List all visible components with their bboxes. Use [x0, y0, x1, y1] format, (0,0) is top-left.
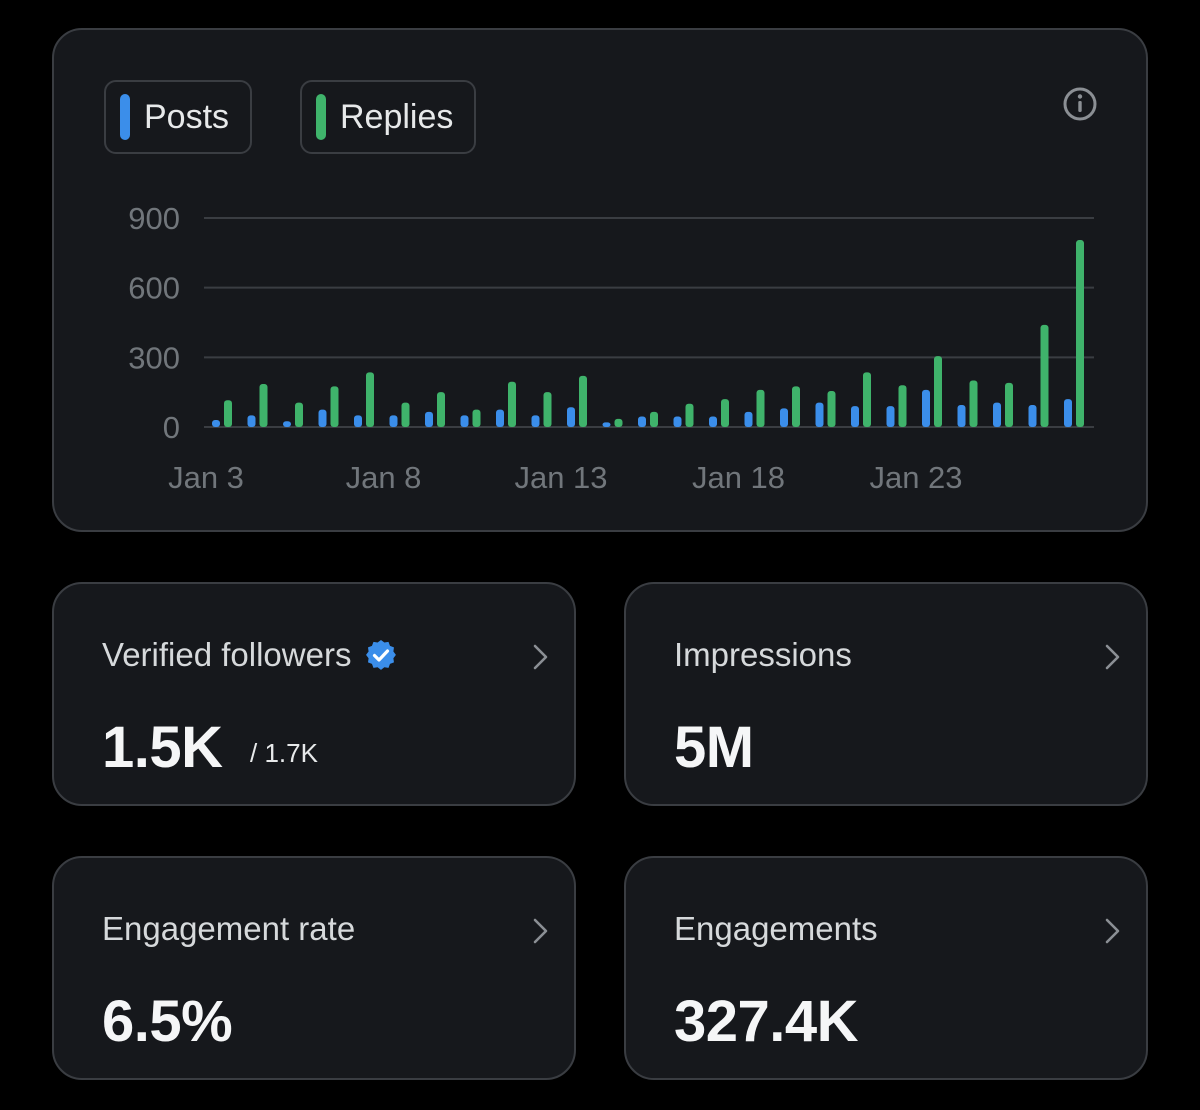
replies-bar	[756, 389, 765, 427]
posts-bar	[886, 406, 895, 427]
replies-bar	[472, 409, 481, 427]
replies-bar	[1040, 324, 1049, 427]
replies-bar	[898, 385, 907, 427]
posts-bar	[283, 421, 291, 427]
posts-bar	[993, 402, 1001, 427]
replies-bar	[330, 386, 339, 427]
posts-bar	[709, 416, 717, 427]
replies-bar	[934, 356, 942, 427]
info-icon[interactable]	[1062, 86, 1098, 122]
verified-followers-card[interactable]: Verified followers 1.5K / 1.7K	[52, 582, 576, 806]
chevron-right-icon	[1105, 644, 1120, 670]
posts-bar	[1028, 404, 1037, 427]
bar-chart: 0 300 600 900 Jan 3 Jan 8 Jan 13 Jan 18 Jan 23	[128, 201, 1094, 495]
replies-swatch	[316, 94, 326, 140]
posts-bar	[638, 416, 646, 427]
posts-bar	[922, 389, 930, 427]
replies-bar	[1076, 240, 1084, 427]
verified-followers-label: Verified followers	[102, 636, 352, 673]
posts-bar	[389, 415, 398, 427]
posts-bar	[602, 422, 611, 427]
replies-bar	[579, 375, 587, 427]
replies-bar	[508, 381, 516, 427]
legend-posts-toggle[interactable]: Posts	[104, 80, 252, 154]
legend-posts-label: Posts	[144, 97, 230, 136]
y-tick-label: 900	[128, 201, 180, 236]
impressions-label: Impressions	[674, 636, 852, 673]
x-tick-label: Jan 13	[514, 460, 607, 495]
posts-bar	[318, 409, 327, 427]
replies-bar	[685, 403, 694, 427]
posts-bar	[212, 420, 220, 427]
verified-followers-value: 1.5K	[102, 715, 223, 780]
x-tick-label: Jan 8	[346, 460, 422, 495]
posts-bar	[780, 408, 788, 427]
posts-bar	[354, 415, 362, 427]
engagement-rate-value: 6.5%	[102, 989, 233, 1054]
legend-replies-label: Replies	[340, 97, 454, 136]
impressions-value: 5M	[674, 715, 754, 780]
posts-bar	[851, 406, 859, 427]
replies-bar	[366, 372, 374, 427]
legend-replies-toggle[interactable]: Replies	[300, 80, 476, 154]
replies-bar	[1005, 382, 1013, 427]
replies-bar	[863, 372, 871, 427]
replies-bar	[721, 399, 729, 427]
posts-bar	[567, 407, 575, 427]
x-tick-label: Jan 3	[168, 460, 244, 495]
chevron-right-icon	[533, 644, 548, 670]
posts-bar	[496, 409, 504, 427]
engagements-card[interactable]: Engagements 327.4K	[624, 856, 1148, 1080]
replies-bar	[792, 386, 800, 427]
y-tick-label: 600	[128, 271, 180, 306]
posts-bar	[531, 415, 540, 427]
x-tick-label: Jan 23	[869, 460, 962, 495]
replies-bar	[401, 402, 410, 427]
impressions-card[interactable]: Impressions 5M	[624, 582, 1148, 806]
y-tick-label: 300	[128, 340, 180, 375]
replies-bar	[224, 400, 232, 427]
replies-bar	[969, 380, 978, 427]
replies-bar	[437, 392, 445, 427]
posts-bar	[247, 415, 256, 427]
y-tick-label: 0	[163, 410, 180, 445]
activity-chart-card: Posts Replies 0 300 600 900 Jan 3 Jan 8 Jan 13…	[52, 28, 1148, 532]
posts-bar	[460, 415, 469, 427]
verified-followers-label-row: Verified followers	[102, 636, 397, 674]
posts-bar	[673, 416, 682, 427]
replies-bar	[259, 384, 268, 427]
posts-bar	[1064, 399, 1072, 427]
chevron-right-icon	[1105, 918, 1120, 944]
replies-bar	[650, 411, 658, 427]
x-tick-label: Jan 18	[692, 460, 785, 495]
total-followers-value: / 1.7K	[250, 738, 318, 768]
posts-bar	[744, 411, 753, 427]
engagements-label: Engagements	[674, 910, 878, 947]
replies-bar	[614, 418, 623, 427]
replies-bar	[295, 402, 303, 427]
posts-bar	[815, 402, 824, 427]
verified-badge-icon	[366, 639, 397, 670]
replies-bar	[827, 391, 836, 427]
posts-bar	[425, 411, 433, 427]
engagement-rate-label: Engagement rate	[102, 910, 356, 947]
engagements-value: 327.4K	[674, 989, 859, 1054]
chevron-right-icon	[533, 918, 548, 944]
posts-swatch	[120, 94, 130, 140]
posts-bar	[957, 404, 966, 427]
replies-bar	[543, 392, 552, 427]
engagement-rate-card[interactable]: Engagement rate 6.5%	[52, 856, 576, 1080]
